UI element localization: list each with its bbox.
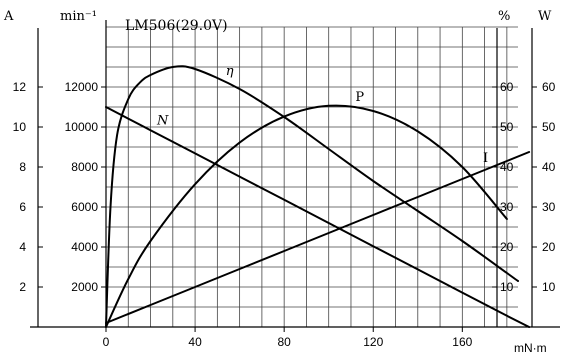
power-tick-label: 50 <box>542 120 556 134</box>
power-tick-label: 60 <box>542 80 556 94</box>
speed-unit-label: min⁻¹ <box>60 9 97 24</box>
efficiency-tick-label: 50 <box>500 120 514 134</box>
efficiency-tick-label: 40 <box>500 160 514 174</box>
speed-tick-label: 8000 <box>71 160 98 174</box>
chart-title: LM506(29.0V) <box>125 18 228 34</box>
power-tick-label: 30 <box>542 200 556 214</box>
series-label-3: η <box>226 64 234 79</box>
current-tick-label: 4 <box>19 240 26 254</box>
speed-tick-label: 2000 <box>71 280 98 294</box>
x-tick-label: 120 <box>363 335 383 349</box>
speed-tick-label: 12000 <box>65 80 99 94</box>
speed-tick-label: 4000 <box>71 240 98 254</box>
current-tick-label: 2 <box>19 280 26 294</box>
series-label-1: I <box>483 151 488 166</box>
efficiency-tick-label: 20 <box>500 240 514 254</box>
current-tick-label: 10 <box>13 120 27 134</box>
series-line-0 <box>105 106 531 328</box>
efficiency-unit-label: % <box>498 9 510 24</box>
x-tick-label: 40 <box>188 335 202 349</box>
speed-tick-label: 10000 <box>65 120 99 134</box>
x-tick-label: 0 <box>103 335 110 349</box>
power-tick-label: 10 <box>542 280 556 294</box>
current-tick-label: 8 <box>19 160 26 174</box>
x-axis-label: mN·m <box>514 341 547 355</box>
current-tick-label: 6 <box>19 200 26 214</box>
speed-tick-label: 6000 <box>71 200 98 214</box>
power-tick-label: 20 <box>542 240 556 254</box>
efficiency-tick-label: 60 <box>500 80 514 94</box>
efficiency-tick-label: 10 <box>500 280 514 294</box>
current-tick-label: 12 <box>13 80 27 94</box>
series-line-1 <box>105 151 531 324</box>
series-label-0: N <box>156 114 169 129</box>
power-unit-label: W <box>538 9 552 24</box>
x-tick-label: 160 <box>452 335 472 349</box>
series-label-2: P <box>355 90 364 105</box>
current-unit-label: A <box>3 9 14 24</box>
x-tick-label: 80 <box>277 335 291 349</box>
efficiency-tick-label: 30 <box>500 200 514 214</box>
series-line-3 <box>105 65 519 328</box>
power-tick-label: 40 <box>542 160 556 174</box>
